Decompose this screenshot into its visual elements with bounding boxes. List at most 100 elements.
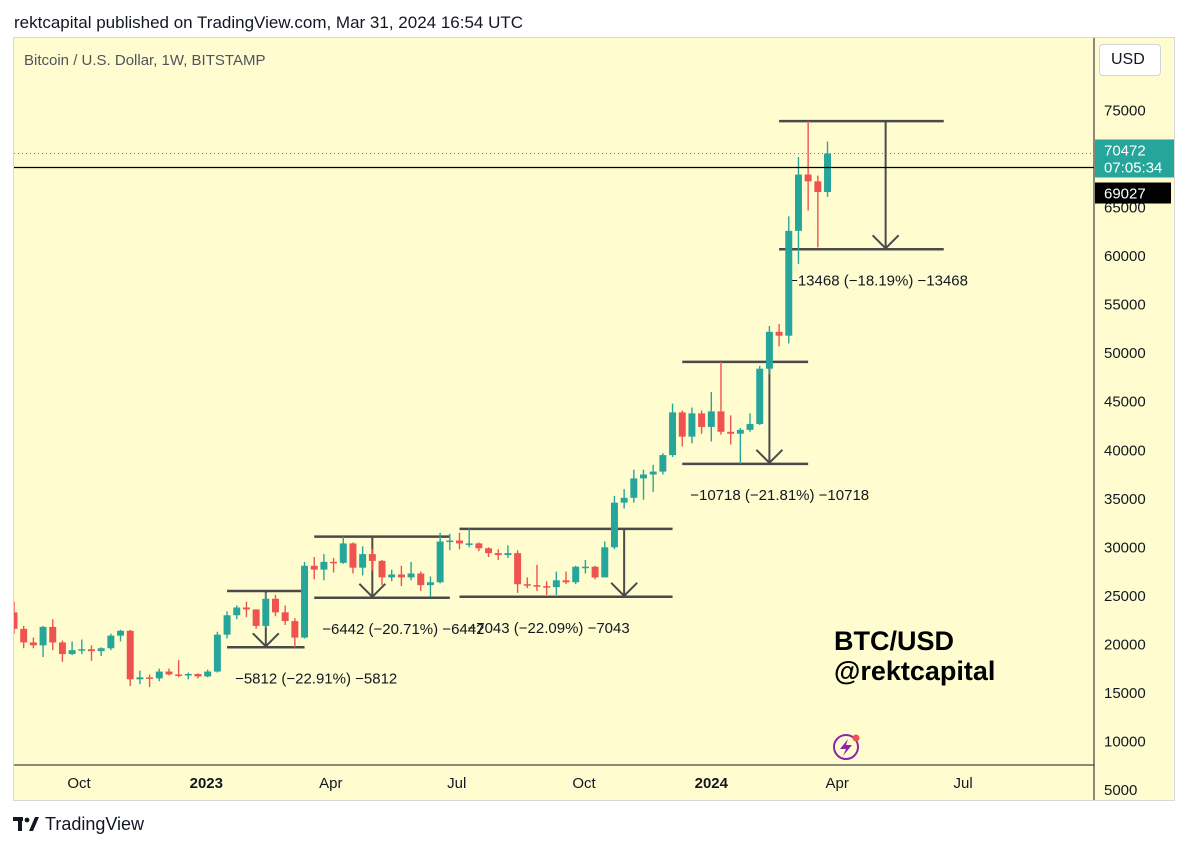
- x-tick-label: Apr: [319, 775, 342, 792]
- candle-body: [242, 607, 250, 610]
- candle-body: [746, 424, 754, 430]
- candle-body: [330, 561, 338, 564]
- candle-body: [388, 574, 396, 578]
- candle-body: [39, 626, 47, 646]
- watermark-author: @rektcapital: [834, 656, 996, 686]
- candle-body: [320, 561, 328, 570]
- candle-body: [475, 543, 483, 549]
- candle-body: [669, 412, 677, 456]
- last-price-badge: [1095, 139, 1174, 178]
- candle-body: [107, 635, 115, 649]
- candle-body: [378, 560, 386, 578]
- candle-body: [610, 502, 618, 548]
- candle-body: [504, 553, 512, 556]
- alert-icon-dot: [852, 734, 860, 742]
- candle-body: [591, 566, 599, 578]
- lightning-alert-icon[interactable]: [833, 734, 860, 760]
- annotation-label: −13468 (−18.19%) −13468: [789, 272, 968, 289]
- alert-icon-ring: [833, 734, 859, 760]
- candle-body: [14, 612, 18, 629]
- alert-icon-bolt: [840, 739, 852, 756]
- x-tick-label: 2023: [190, 775, 223, 792]
- candle-body: [368, 554, 376, 561]
- candle-body: [785, 230, 793, 336]
- candle-body: [407, 573, 415, 578]
- candle-body: [514, 553, 522, 585]
- candle-body: [204, 671, 212, 677]
- candle-body: [281, 612, 289, 622]
- candle-body: [262, 598, 270, 626]
- candle-body: [165, 671, 173, 675]
- candle-body: [717, 411, 725, 432]
- candle-body: [155, 671, 163, 679]
- x-tick-label: Apr: [826, 775, 849, 792]
- candle-body: [804, 174, 812, 182]
- candle-body: [49, 626, 57, 643]
- price-line-layer: [14, 152, 1094, 169]
- candle-body: [58, 642, 66, 655]
- candle-body: [698, 413, 706, 427]
- candle-body: [397, 574, 405, 578]
- candle-body: [291, 621, 299, 638]
- candle-body: [252, 609, 260, 626]
- candle-body: [640, 474, 647, 479]
- candle-body: [465, 543, 473, 545]
- crosshair-price-label: 69027: [1104, 186, 1146, 203]
- candle-body: [126, 630, 134, 680]
- candle-body: [301, 565, 309, 638]
- axis-layer: 5000 10000 15000 20000 25000 30000 35000 40000 4…: [14, 38, 1174, 800]
- candle-body: [97, 648, 105, 652]
- candle-body: [688, 413, 696, 437]
- candle-body: [272, 598, 279, 613]
- candle-body: [436, 541, 444, 583]
- candle-body: [175, 674, 183, 676]
- candle-body: [765, 331, 773, 369]
- candle-body: [814, 181, 822, 193]
- candle-body: [649, 471, 657, 475]
- last-price-label: 70472: [1104, 142, 1146, 159]
- publication-header: rektcapital published on TradingView.com…: [14, 13, 524, 32]
- icon-layer: [833, 734, 860, 760]
- x-tick-label: Oct: [67, 775, 91, 792]
- y-tick-label: 30000: [1104, 539, 1146, 556]
- y-tick-label: 75000: [1104, 103, 1146, 120]
- candle-body: [727, 431, 735, 434]
- candle-body: [194, 673, 202, 677]
- y-tick-label: 40000: [1104, 442, 1146, 459]
- candle-body: [310, 565, 318, 570]
- annotation-label: −10718 (−21.81%) −10718: [690, 487, 869, 504]
- y-tick-label: 20000: [1104, 636, 1146, 653]
- candle-body: [117, 630, 125, 636]
- candle-body: [417, 573, 425, 586]
- candle-body: [20, 628, 28, 643]
- candle-body: [494, 553, 502, 556]
- candle-body: [359, 554, 367, 568]
- candle-body: [233, 607, 241, 616]
- candle-body: [29, 642, 37, 646]
- y-tick-label: 10000: [1104, 733, 1146, 750]
- currency-button[interactable]: USD: [1099, 44, 1161, 76]
- footer: TradingView: [13, 812, 144, 836]
- candle-body: [601, 547, 609, 578]
- candle-body: [339, 543, 347, 563]
- chart-area[interactable]: −5812 (−22.91%) −5812 −6442 (−20.71%) −64…: [13, 37, 1175, 801]
- watermark-symbol: BTC/USD: [834, 626, 954, 656]
- candle-body: [456, 540, 463, 544]
- annotation-arrow-head: [871, 234, 900, 250]
- x-tick-label: Oct: [572, 775, 596, 792]
- candle-body: [707, 411, 715, 427]
- x-tick-label: Jul: [954, 775, 973, 792]
- annotation-arrow-head: [358, 583, 387, 599]
- annotation-arrow-head: [610, 582, 638, 598]
- annotation-label: −6442 (−20.71%) −6442: [322, 621, 484, 638]
- crosshair-price-badge: [1095, 182, 1171, 204]
- candle-body: [533, 585, 541, 587]
- symbol-title: Bitcoin / U.S. Dollar, 1W, BITSTAMP: [24, 52, 266, 69]
- tradingview-logo-icon[interactable]: [13, 816, 39, 832]
- candlestick-chart[interactable]: −5812 (−22.91%) −5812 −6442 (−20.71%) −64…: [14, 38, 1174, 800]
- candle-body: [678, 412, 686, 437]
- candle-body: [446, 540, 454, 543]
- footer-brand[interactable]: TradingView: [45, 813, 145, 834]
- y-tick-label: 65000: [1104, 200, 1146, 217]
- candle-body: [426, 582, 434, 586]
